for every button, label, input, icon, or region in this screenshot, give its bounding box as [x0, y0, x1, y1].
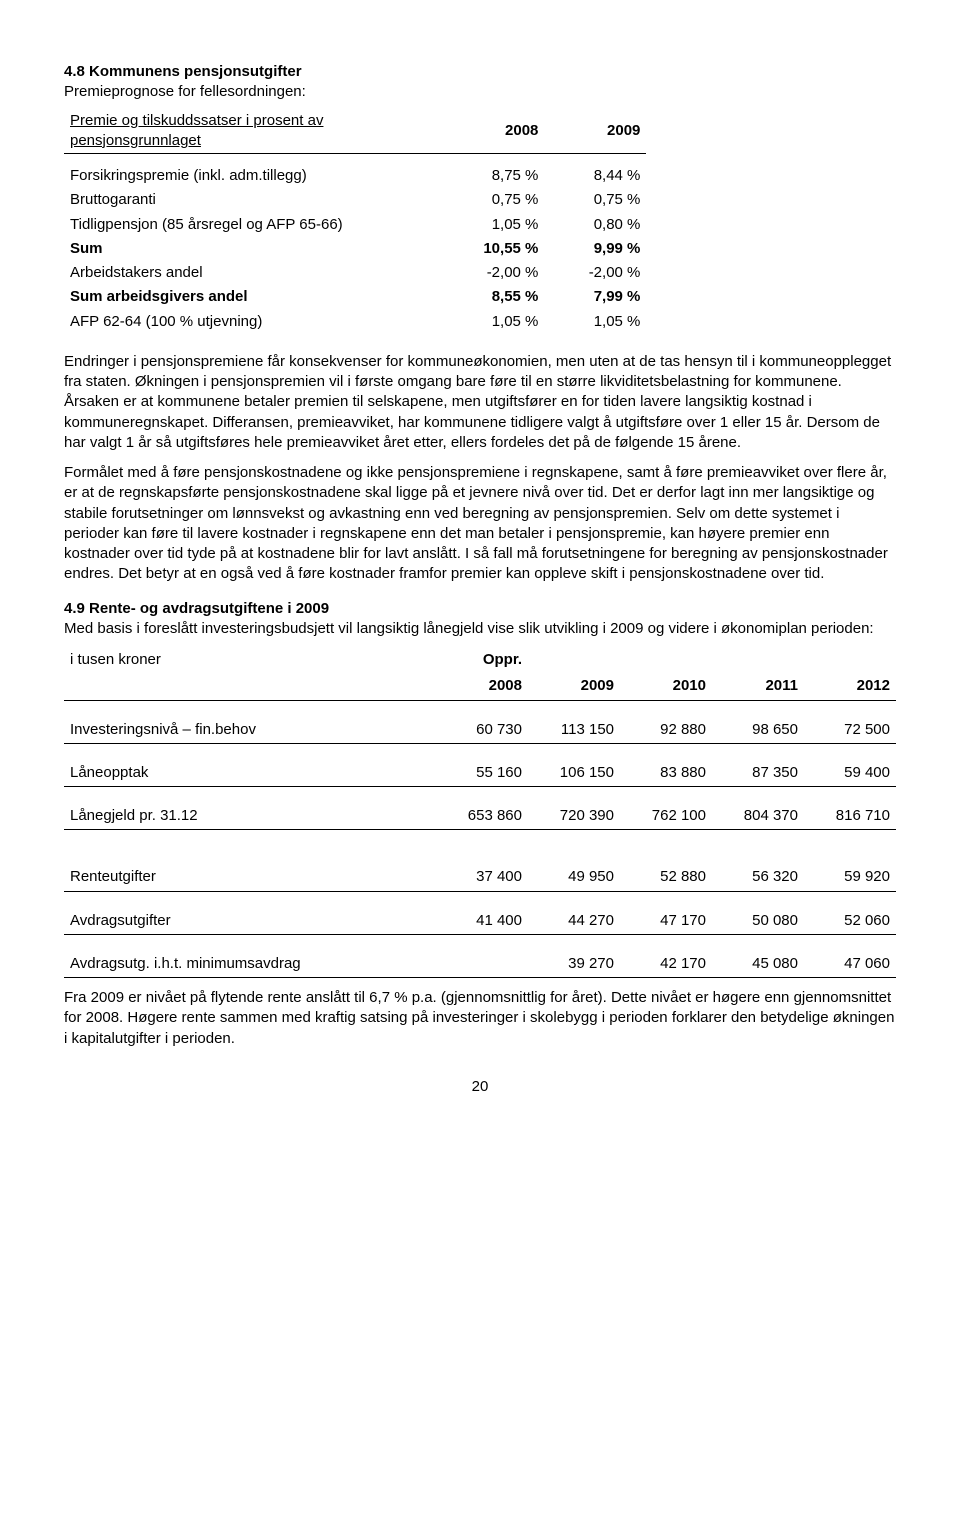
table-row: Sum arbeidsgivers andel 8,55 % 7,99 % — [64, 285, 646, 309]
table-row: Bruttogaranti 0,75 % 0,75 % — [64, 188, 646, 212]
section-4-8: 4.8 Kommunens pensjonsutgifter Premiepro… — [64, 62, 896, 585]
section-4-8-para1: Endringer i pensjonspremiene får konsekv… — [64, 352, 896, 453]
pension-table: Premie og tilskuddssatser i prosent av p… — [64, 109, 646, 334]
table-row: Renteutgifter 37 400 49 950 52 880 56 32… — [64, 864, 896, 891]
page-number: 20 — [64, 1077, 896, 1097]
section-4-9-after: Fra 2009 er nivået på flytende rente ans… — [64, 988, 896, 1049]
pension-head-y1: 2008 — [442, 109, 544, 154]
table-row: Låneopptak 55 160 106 150 83 880 87 350 … — [64, 760, 896, 787]
pension-head-y2: 2009 — [544, 109, 646, 154]
table-row: Lånegjeld pr. 31.12 653 860 720 390 762 … — [64, 803, 896, 830]
finance-head-row2: 2008 2009 2010 2011 2012 — [64, 673, 896, 700]
table-row: Sum 10,55 % 9,99 % — [64, 237, 646, 261]
pension-table-head: Premie og tilskuddssatser i prosent av p… — [64, 109, 646, 154]
finance-head-row1: i tusen kroner Oppr. — [64, 647, 896, 673]
section-4-8-title: 4.8 Kommunens pensjonsutgifter — [64, 62, 896, 82]
finance-table: i tusen kroner Oppr. 2008 2009 2010 2011… — [64, 647, 896, 978]
section-4-8-para2: Formålet med å føre pensjonskostnadene o… — [64, 463, 896, 585]
section-4-9-intro: Med basis i foreslått investeringsbudsje… — [64, 619, 896, 639]
table-row: AFP 62-64 (100 % utjevning) 1,05 % 1,05 … — [64, 310, 646, 334]
table-row: Avdragsutg. i.h.t. minimumsavdrag 39 270… — [64, 951, 896, 978]
table-row: Avdragsutgifter 41 400 44 270 47 170 50 … — [64, 908, 896, 935]
table-row: Investeringsnivå – fin.behov 60 730 113 … — [64, 717, 896, 744]
section-4-9-title: 4.9 Rente- og avdragsutgiftene i 2009 — [64, 599, 896, 619]
table-row: Arbeidstakers andel -2,00 % -2,00 % — [64, 261, 646, 285]
table-row: Forsikringspremie (inkl. adm.tillegg) 8,… — [64, 164, 646, 188]
section-4-9: 4.9 Rente- og avdragsutgiftene i 2009 Me… — [64, 599, 896, 1049]
section-4-8-subtitle: Premieprognose for fellesordningen: — [64, 82, 896, 102]
table-row: Tidligpensjon (85 årsregel og AFP 65-66)… — [64, 213, 646, 237]
pension-head-label: Premie og tilskuddssatser i prosent av p… — [64, 109, 442, 154]
